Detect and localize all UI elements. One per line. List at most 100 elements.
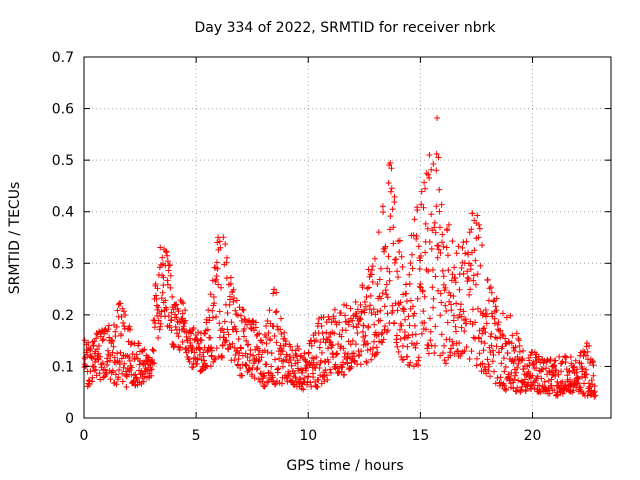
data-point <box>380 209 387 216</box>
y-tick-label: 0.5 <box>52 153 74 169</box>
data-point <box>152 281 159 288</box>
data-point <box>392 256 399 263</box>
data-point <box>494 335 501 342</box>
data-point <box>237 364 244 371</box>
data-point <box>177 344 184 351</box>
data-point <box>213 313 220 320</box>
data-point <box>135 340 142 347</box>
data-point <box>191 349 198 356</box>
data-point <box>454 314 461 321</box>
data-point <box>421 179 428 186</box>
data-point <box>429 266 436 273</box>
data-point <box>146 362 153 369</box>
data-point <box>385 253 392 260</box>
data-point <box>454 347 461 354</box>
data-point <box>253 366 260 373</box>
data-point <box>406 322 413 329</box>
data-point <box>370 345 377 352</box>
data-point <box>295 345 302 352</box>
data-point <box>367 292 374 299</box>
data-point <box>212 278 219 285</box>
data-point <box>224 345 231 352</box>
data-point <box>565 369 572 376</box>
data-point <box>443 308 450 315</box>
data-point <box>241 325 248 332</box>
data-point <box>582 352 589 359</box>
data-point <box>198 337 205 344</box>
data-point <box>261 372 268 379</box>
data-point <box>437 312 444 319</box>
data-point <box>303 381 310 388</box>
data-point <box>245 367 252 374</box>
data-point <box>233 328 240 335</box>
data-point <box>99 360 106 367</box>
data-point <box>227 280 234 287</box>
data-point <box>92 358 99 365</box>
data-point <box>246 357 253 364</box>
data-point <box>160 274 167 281</box>
data-point <box>149 359 156 366</box>
data-point <box>439 239 446 246</box>
data-point <box>467 262 474 269</box>
data-point <box>441 342 448 349</box>
data-point <box>97 353 104 360</box>
data-point <box>278 315 285 322</box>
data-point <box>453 328 460 335</box>
data-point <box>394 268 401 275</box>
data-point <box>300 386 307 393</box>
data-point <box>520 347 527 354</box>
data-point <box>308 383 315 390</box>
data-point <box>281 329 288 336</box>
data-point <box>520 366 527 373</box>
data-point <box>213 345 220 352</box>
data-point <box>210 294 217 301</box>
data-point <box>320 373 327 380</box>
data-point <box>140 378 147 385</box>
data-point <box>582 366 589 373</box>
data-point <box>456 286 463 293</box>
data-point <box>431 219 438 226</box>
data-point <box>377 307 384 314</box>
data-point <box>526 362 533 369</box>
data-point <box>226 301 233 308</box>
data-point <box>425 350 432 357</box>
data-point <box>369 263 376 270</box>
data-point <box>364 285 371 292</box>
data-point <box>381 248 388 255</box>
data-point <box>475 335 482 342</box>
data-point <box>325 313 332 320</box>
data-point <box>186 358 193 365</box>
data-point <box>553 367 560 374</box>
data-point <box>418 188 425 195</box>
data-point <box>450 312 457 319</box>
data-point <box>432 323 439 330</box>
data-point <box>158 308 165 315</box>
data-point <box>119 378 126 385</box>
data-point <box>330 313 337 320</box>
data-point <box>172 302 179 309</box>
data-point <box>431 224 438 231</box>
data-point <box>245 341 252 348</box>
data-point <box>461 348 468 355</box>
data-point <box>128 364 135 371</box>
data-point <box>233 297 240 304</box>
data-point <box>364 347 371 354</box>
data-point <box>105 326 112 333</box>
data-point <box>396 326 403 333</box>
data-point <box>159 289 166 296</box>
data-point <box>427 328 434 335</box>
data-point <box>445 221 452 228</box>
data-point <box>386 226 393 233</box>
data-point <box>95 342 102 349</box>
data-point <box>230 298 237 305</box>
data-point <box>341 371 348 378</box>
data-point <box>412 344 419 351</box>
data-point <box>493 343 500 350</box>
data-point <box>155 317 162 324</box>
data-point <box>414 207 421 214</box>
data-point <box>387 159 394 166</box>
data-point <box>363 293 370 300</box>
data-point <box>422 326 429 333</box>
data-point <box>399 263 406 270</box>
data-point <box>220 329 227 336</box>
